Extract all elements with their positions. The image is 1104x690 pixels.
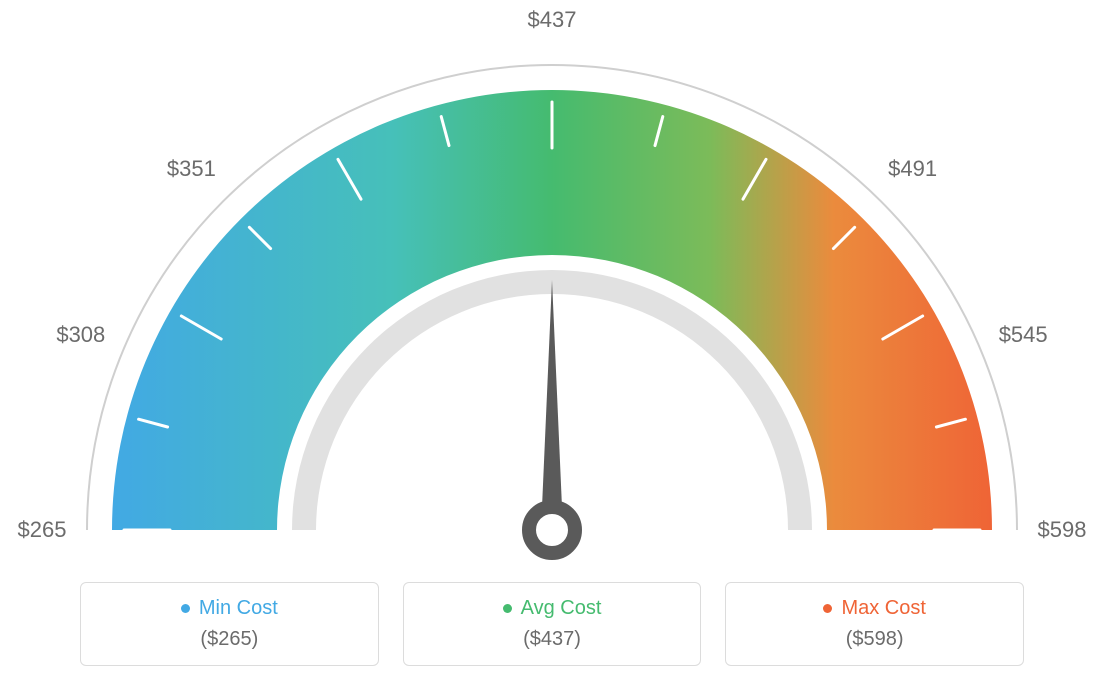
gauge-container: $265 $308 $351 $437 $491 $545 $598 (0, 0, 1104, 560)
gauge-tick-label: $545 (999, 322, 1048, 348)
legend-value: ($265) (200, 628, 258, 651)
legend-label: Avg Cost (521, 597, 602, 620)
gauge-hub (529, 507, 575, 553)
legend-card: Min Cost ($265) (80, 582, 379, 666)
legend-header: Min Cost (181, 597, 278, 620)
gauge-chart (0, 0, 1104, 560)
legend-row: Min Cost ($265) Avg Cost ($437) Max Cost ($59… (80, 582, 1024, 666)
legend-header: Avg Cost (503, 597, 602, 620)
legend-dot-icon (823, 604, 832, 613)
gauge-tick-label: $491 (888, 156, 937, 182)
gauge-tick-label: $351 (167, 156, 216, 182)
legend-label: Min Cost (199, 597, 278, 620)
gauge-tick-label: $265 (18, 517, 67, 543)
gauge-tick-label: $437 (528, 7, 577, 33)
gauge-tick-label: $598 (1038, 517, 1087, 543)
gauge-tick-label: $308 (56, 322, 105, 348)
legend-header: Max Cost (823, 597, 925, 620)
legend-value: ($437) (523, 628, 581, 651)
gauge-needle (541, 280, 563, 530)
legend-value: ($598) (846, 628, 904, 651)
legend-card: Max Cost ($598) (725, 582, 1024, 666)
legend-dot-icon (181, 604, 190, 613)
legend-dot-icon (503, 604, 512, 613)
legend-label: Max Cost (841, 597, 925, 620)
legend-card: Avg Cost ($437) (403, 582, 702, 666)
